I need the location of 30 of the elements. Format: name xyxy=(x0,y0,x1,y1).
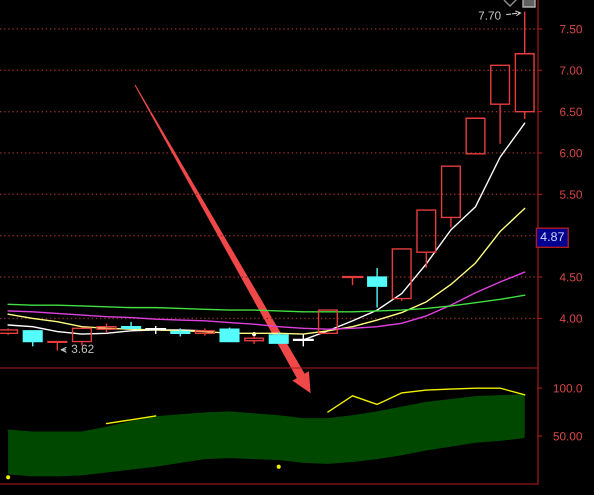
y-tick-label: 50.00 xyxy=(553,432,582,440)
y-tick-label: 5.50 xyxy=(560,190,582,199)
candlestick xyxy=(121,322,142,329)
candlestick xyxy=(490,64,510,144)
text: 4.87 xyxy=(540,232,564,242)
y-tick-label: 100.0 xyxy=(554,384,582,393)
candlestick xyxy=(392,248,412,301)
candlestick xyxy=(440,166,461,228)
candlestick xyxy=(465,118,486,155)
candlestick xyxy=(72,328,92,346)
candlestick xyxy=(219,328,240,342)
y-tick-label: 7.00 xyxy=(560,66,582,75)
line-series xyxy=(7,271,526,330)
candlestick xyxy=(268,332,289,344)
y-tick-label: 7.50 xyxy=(560,24,582,34)
y-tick-label: 4.00 xyxy=(560,314,582,323)
candlestick xyxy=(22,330,43,346)
candlestick xyxy=(194,328,215,336)
candlestick xyxy=(318,309,338,334)
candlestick xyxy=(367,268,388,308)
candlestick xyxy=(96,323,117,334)
candlestick xyxy=(145,326,166,334)
y-tick-label: 4.50 xyxy=(560,273,582,282)
y-tick-label: 6.50 xyxy=(560,108,582,116)
annotation: 7.70 xyxy=(478,11,501,20)
line-series xyxy=(7,294,526,312)
candlestick xyxy=(170,328,190,336)
annotation: 3.62 xyxy=(72,344,94,353)
candlestick xyxy=(416,209,436,268)
y-tick-label: 6.00 xyxy=(560,149,582,158)
